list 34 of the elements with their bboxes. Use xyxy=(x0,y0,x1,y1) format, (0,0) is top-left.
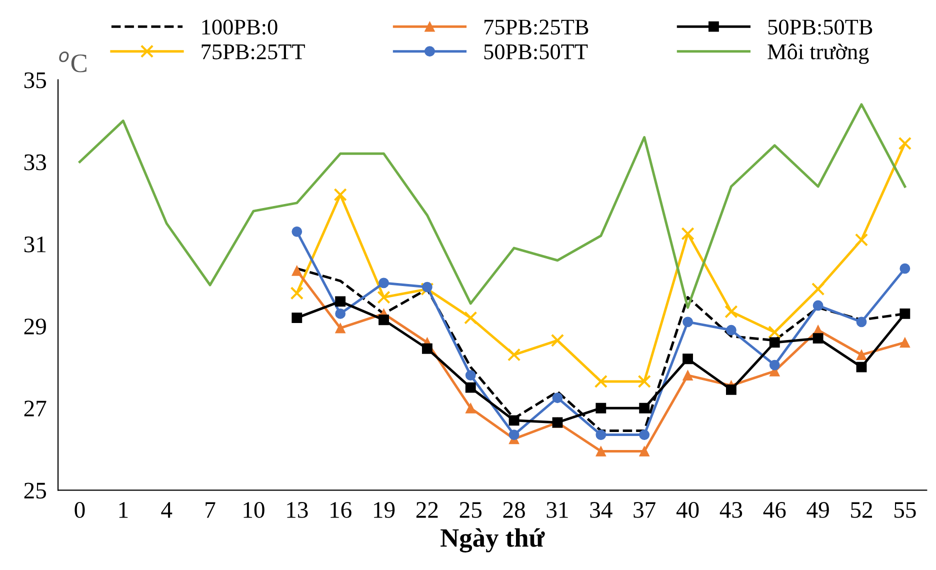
x-tick-label: 0 xyxy=(74,502,85,518)
x-tick-label: 40 xyxy=(676,502,699,518)
legend-label: 75PB:25TT xyxy=(202,44,305,60)
x-tick-label: 28 xyxy=(503,502,525,518)
y-tick-label: 29 xyxy=(24,318,46,334)
y-tick-label: 33 xyxy=(24,154,46,170)
y-tick-label: 25 xyxy=(24,482,46,499)
x-tick-label: 37 xyxy=(634,502,656,518)
x-tick-label: 43 xyxy=(720,502,742,518)
x-tick-label: 13 xyxy=(287,502,308,518)
x-axis-title: Ngày thứ xyxy=(440,528,545,552)
x-tick-label: 46 xyxy=(763,502,786,518)
y-tick-label: 35 xyxy=(24,72,46,88)
y-tick-label: 31 xyxy=(24,236,46,252)
legend-label: 75PB:25TB xyxy=(484,20,588,35)
x-tick-label: 22 xyxy=(416,502,438,518)
x-tick-label: 52 xyxy=(851,502,872,518)
legend-label: 100PB:0 xyxy=(202,20,278,35)
legend-label: 50PB:50TT xyxy=(484,44,588,60)
legend-label: Môi trường xyxy=(768,44,869,64)
x-tick-label: 19 xyxy=(374,502,395,518)
legend-label: 50PB:50TB xyxy=(768,20,872,35)
y-axis-title: $^{o}$C xyxy=(59,52,86,72)
x-tick-label: 7 xyxy=(206,502,216,518)
x-tick-label: 1 xyxy=(119,502,128,518)
y-tick-label: 27 xyxy=(24,400,46,416)
x-tick-label: 34 xyxy=(590,502,612,518)
x-tick-label: 10 xyxy=(244,502,264,518)
x-tick-label: 31 xyxy=(546,502,568,518)
x-tick-label: 16 xyxy=(330,502,352,518)
x-tick-label: 25 xyxy=(460,502,482,518)
x-tick-label: 4 xyxy=(161,502,172,518)
x-tick-label: 55 xyxy=(894,502,916,518)
x-tick-label: 49 xyxy=(806,502,829,518)
